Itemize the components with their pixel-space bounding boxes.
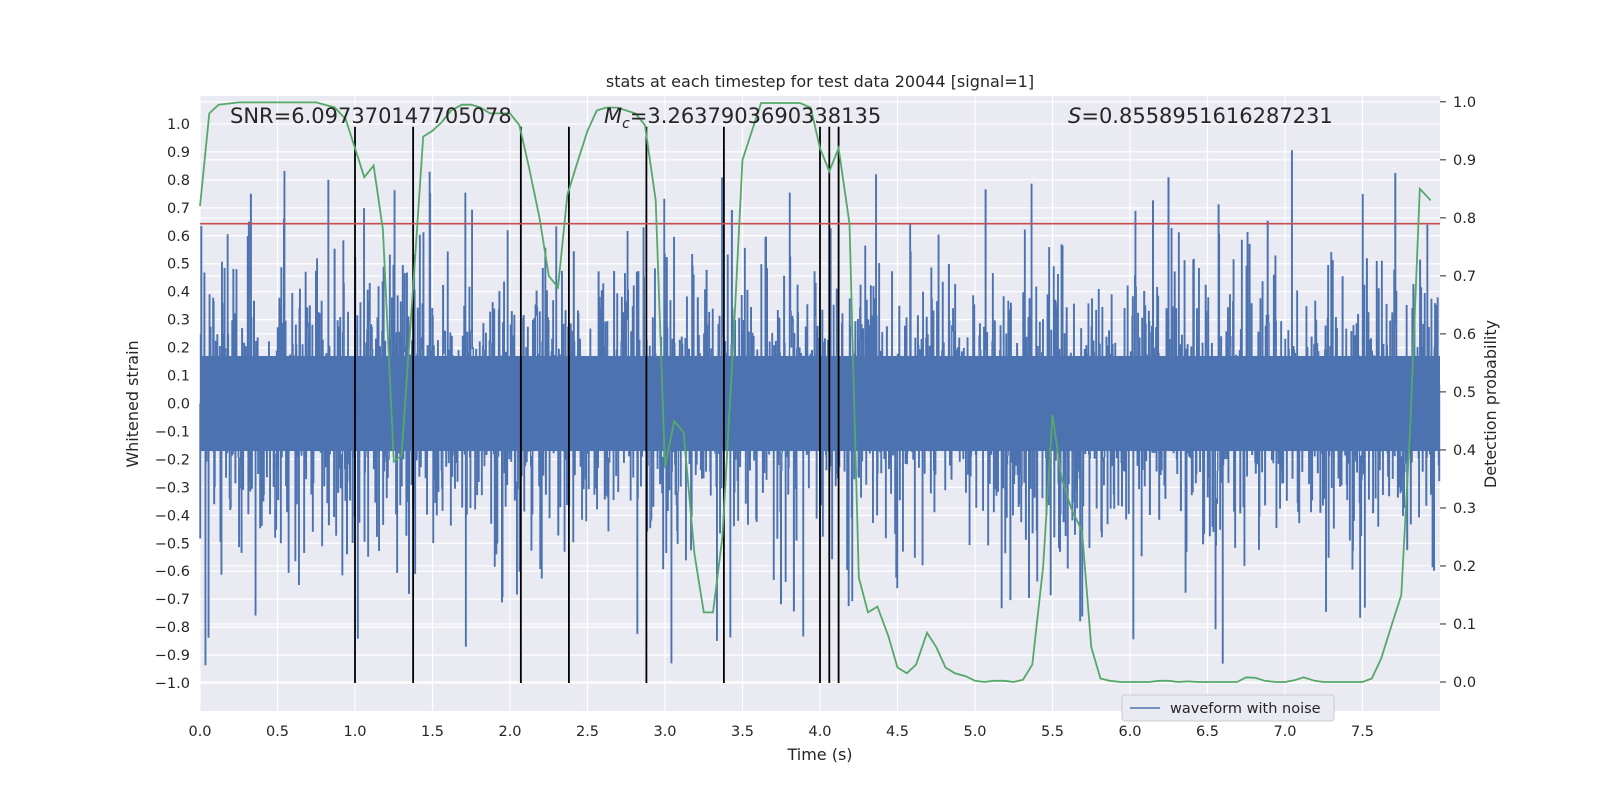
y2-tick-label: 0.8 [1453,211,1476,227]
x-tick-label: 7.5 [1351,724,1374,740]
x-tick-label: 2.5 [576,724,599,740]
legend-entry-waveform-with-noise: waveform with noise [1170,701,1321,717]
y-tick-label: −0.2 [155,452,190,468]
y2-tick-label: 0.7 [1453,269,1476,285]
chart-title: stats at each timestep for test data 200… [606,72,1034,91]
y-tick-label: −0.8 [155,620,190,636]
y2-tick-label: 1.0 [1453,95,1476,111]
y-tick-label: −1.0 [155,676,190,692]
y-tick-label: −0.5 [155,536,190,552]
y-tick-label: 0.9 [167,145,190,161]
y-tick-label: 0.1 [167,369,190,385]
y-tick-label: 0.2 [167,341,190,357]
chirp-mass-value: =3.2637903690338135 [630,104,881,128]
y2-tick-label: 0.3 [1453,501,1476,517]
x-tick-label: 2.0 [498,724,521,740]
detection-probability-line [199,101,1432,683]
y-tick-label: −0.1 [155,424,190,440]
y2-tick-label: 0.2 [1453,559,1476,575]
x-axis-label: Time (s) [786,745,852,764]
y-tick-label: 1.0 [167,117,190,133]
x-tick-label: 5.5 [1041,724,1064,740]
y-tick-label: 0.5 [167,257,190,273]
y2-tick-label: 0.0 [1453,675,1476,691]
y-tick-label: −0.4 [155,508,190,524]
x-tick-label: 6.5 [1196,724,1219,740]
snr-annotation: SNR=6.097370147705078 [230,104,512,128]
y-tick-label: 0.4 [167,285,190,301]
legend: waveform with noise [1121,694,1335,722]
s-annotation: S=0.8558951616287231 [1068,104,1333,128]
vertical-markers [354,126,840,684]
y-axis-label: Whitened strain [123,340,142,467]
x-tick-label: 1.0 [343,724,366,740]
chirp-mass-symbol: M [604,104,622,128]
y-tick-label: −0.9 [155,648,190,664]
y-tick-label: 0.3 [167,313,190,329]
y-tick-label: −0.7 [155,592,190,608]
x-tick-label: 6.0 [1118,724,1141,740]
x-tick-label: 7.0 [1273,724,1296,740]
y2-tick-label: 0.5 [1453,385,1476,401]
y-tick-label: 0.8 [167,173,190,189]
x-tick-label: 3.5 [731,724,754,740]
y-tick-label: 0.7 [167,201,190,217]
x-tick-label: 0.0 [188,724,211,740]
y-axis-ticks: 1.0 0.9 0.8 0.7 0.6 0.5 0.4 0.3 0.2 0.1 0.0 −0.1 −0.… [155,117,190,692]
y2-tick-label: 0.9 [1453,153,1476,169]
x-axis-ticks: 0.0 0.5 1.0 1.5 2.0 2.5 3.0 3.5 4.0 4.5 5.0 5.5 6.0 6… [188,724,1374,740]
x-tick-label: 5.0 [963,724,986,740]
s-value: =0.8558951616287231 [1081,104,1332,128]
s-symbol: S [1068,104,1081,128]
y2-tick-label: 0.6 [1453,327,1476,343]
y2-tick-label: 0.4 [1453,443,1476,459]
legend-box [1121,694,1335,722]
x-tick-label: 1.5 [421,724,444,740]
x-tick-label: 3.0 [653,724,676,740]
y-tick-label: 0.0 [167,397,190,413]
y2-axis-ticks: 1.0 0.9 0.8 0.7 0.6 0.5 0.4 0.3 0.2 0.1 0.0 [1440,95,1476,691]
x-tick-label: 4.0 [808,724,831,740]
y-tick-label: 0.6 [167,229,190,245]
chirp-mass-subscript: c [622,116,630,132]
y2-axis-label: Detection probability [1481,320,1500,488]
x-tick-label: 0.5 [266,724,289,740]
y-tick-label: −0.3 [155,480,190,496]
chirp-mass-annotation: Mc=3.2637903690338135 [604,104,881,132]
y-tick-label: −0.6 [155,564,190,580]
detection-probability-layer [199,101,1432,683]
waveform-with-noise-line [199,150,1441,666]
y2-tick-label: 0.1 [1453,617,1476,633]
x-tick-label: 4.5 [886,724,909,740]
